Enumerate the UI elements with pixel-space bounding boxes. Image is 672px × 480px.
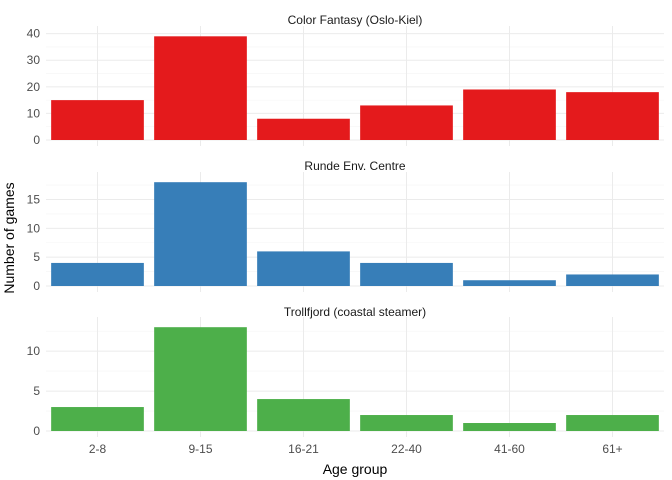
y-tick-label: 10 (27, 221, 41, 235)
bar (257, 118, 350, 140)
y-tick-label: 5 (33, 384, 40, 398)
bar (360, 415, 453, 431)
panel: Runde Env. Centre 0 5 10 15 (27, 159, 664, 293)
bar (566, 415, 659, 431)
y-tick-label: 10 (27, 344, 41, 358)
bar (566, 92, 659, 140)
bar (360, 105, 453, 140)
panel-title: Trollfjord (coastal steamer) (284, 305, 426, 319)
bar (257, 251, 350, 286)
x-tick-label: 16-21 (288, 442, 319, 456)
y-axis-title: Number of games (1, 182, 17, 293)
bar (257, 399, 350, 431)
panel: Trollfjord (coastal steamer) 0 5 10 (27, 305, 664, 438)
y-tick-label: 0 (33, 279, 40, 293)
bar (463, 89, 556, 140)
y-tick-label: 0 (33, 133, 40, 147)
y-tick-label: 10 (27, 106, 41, 120)
bar (51, 100, 144, 140)
bar (154, 36, 247, 140)
bar (51, 262, 144, 286)
x-tick-label: 9-15 (188, 442, 212, 456)
x-tick-label: 22-40 (391, 442, 422, 456)
y-tick-label: 20 (27, 80, 41, 94)
bar (463, 280, 556, 286)
y-tick-label: 15 (27, 192, 41, 206)
panel-title: Color Fantasy (Oslo-Kiel) (288, 13, 423, 27)
x-tick-label: 2-8 (89, 442, 107, 456)
panel-title: Runde Env. Centre (304, 159, 405, 173)
bar (51, 407, 144, 431)
x-axis-title: Age group (323, 461, 388, 477)
bar (360, 262, 453, 286)
y-tick-label: 40 (27, 27, 41, 41)
x-axis: 2-8 9-15 16-21 22-40 41-60 61+ (89, 442, 623, 456)
y-tick-label: 30 (27, 53, 41, 67)
bar (463, 423, 556, 431)
x-tick-label: 61+ (602, 442, 622, 456)
bar (154, 182, 247, 286)
chart-panels: Color Fantasy (Oslo-Kiel) 0 10 20 30 40 Runde … (27, 13, 664, 438)
x-tick-label: 41-60 (494, 442, 525, 456)
y-tick-label: 5 (33, 250, 40, 264)
y-tick-label: 0 (33, 424, 40, 438)
bar (154, 327, 247, 431)
bar (566, 274, 659, 286)
panel: Color Fantasy (Oslo-Kiel) 0 10 20 30 40 (27, 13, 664, 147)
